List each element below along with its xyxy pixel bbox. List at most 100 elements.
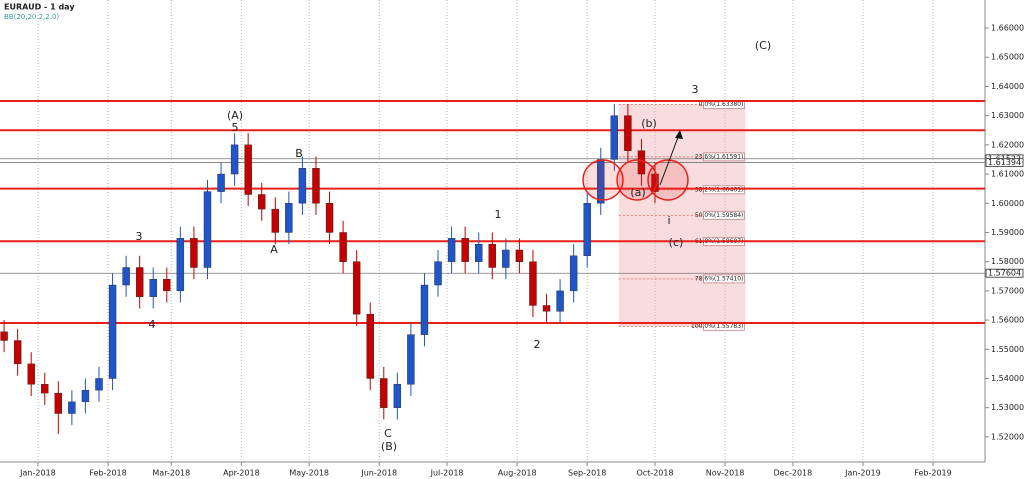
candle-body [434,261,442,286]
candle-body [624,115,632,151]
candle-body [285,203,293,233]
wave-label: 5 [232,121,239,134]
y-tick-label: 1.52000 [991,432,1024,441]
fib-label-box [702,274,745,284]
wave-label: i [667,214,670,227]
candle-body [488,243,496,268]
candle-body [54,392,63,414]
candle-body [203,191,212,268]
candle-body [352,261,361,315]
wave-label: 3 [136,230,143,243]
arrow-head [675,130,683,139]
candle-body [271,208,279,233]
price-tag: 1.57604 [988,269,1021,278]
x-tick-label: Feb-2018 [89,469,126,478]
y-tick-label: 1.62000 [991,140,1024,149]
fib-label: 78.6%(1.57410) [695,275,744,282]
x-tick-label: Jan-2019 [844,469,881,478]
candle-body [610,115,619,160]
x-tick-label: Jan-2018 [19,469,56,478]
candle-body [41,384,49,394]
wave-label: (B) [381,440,397,453]
candle-body [325,203,334,233]
y-tick-label: 1.58000 [991,257,1024,266]
y-tick-label: 1.63000 [991,111,1024,120]
candle-body [569,255,578,292]
wave-label: B [295,147,303,160]
fib-label: 0.0%(1.63380) [699,101,744,108]
candle-body [95,378,103,391]
candle-body [556,290,564,312]
candle-body [312,168,320,204]
candle-body [149,278,157,297]
fib-label-box [702,152,745,162]
arrow [659,131,681,186]
fib-label-box [702,210,745,220]
y-tick-label: 1.59000 [991,228,1024,237]
wave-label: (b) [641,117,657,130]
x-tick-label: Feb-2019 [914,469,951,478]
wave-label: (c) [669,236,684,249]
candle-body [475,243,483,262]
wave-label: 4 [149,318,156,331]
wave-label: 2 [534,338,541,351]
wave-label: 1 [495,208,502,221]
candle-body [27,363,35,385]
candle-body [13,340,22,365]
x-tick-label: Nov-2018 [706,469,745,478]
price-tag: 1.61394 [988,158,1021,167]
highlight-circle [616,159,658,201]
wave-label: A [270,243,278,256]
x-tick-label: Dec-2018 [774,469,813,478]
y-tick-label: 1.56000 [991,316,1024,325]
candle-body [176,238,185,292]
candle-body [542,305,551,312]
candle-body [502,249,510,268]
y-tick-label: 1.66000 [991,24,1024,33]
y-tick-label: 1.60000 [991,199,1024,208]
y-tick-label: 1.65000 [991,53,1024,62]
y-tick-label: 1.57000 [991,286,1024,295]
candle-body [135,267,144,297]
candle-body [651,173,659,192]
x-tick-label: Apr-2018 [223,469,260,478]
x-tick-label: Jul-2018 [430,469,464,478]
fib-label-box [702,185,745,195]
candle-body [529,261,537,306]
chart-title: EURAUD - 1 day [4,3,75,12]
price-tag-box [985,268,1024,278]
y-tick-label: 1.55000 [991,345,1024,354]
candle-body [190,238,198,268]
candle-body [0,331,8,341]
candle-body [461,238,469,262]
y-tick-label: 1.54000 [991,374,1024,383]
x-tick-label: Jun-2018 [360,469,397,478]
y-tick-label: 1.53000 [991,403,1024,412]
wave-label: (a) [630,186,645,199]
indicator-label: BB(20,20.2,2.0) [4,13,59,21]
candle-body [81,389,90,403]
candle-body [583,203,591,257]
x-tick-label: Mar-2018 [152,469,190,478]
candle-body [122,267,130,286]
wave-label: 3 [692,83,699,96]
candle-body [447,238,456,262]
candle-body [380,378,388,408]
fib-label: 23.6%(1.61591) [695,153,744,160]
candle-body [407,334,415,385]
candle-body [68,401,76,414]
candle-body [339,232,347,262]
candle-body [258,194,266,210]
wave-label: C [384,427,392,440]
candle-body [108,284,117,379]
highlight-circle [647,159,689,201]
fib-label: 100.0%(1.55783) [691,323,743,330]
highlight-circle [582,159,624,201]
fib-label: 38.2%(1.60461) [695,186,744,193]
candle-body [515,249,524,262]
x-tick-label: Sep-2018 [568,469,606,478]
x-tick-label: Oct-2018 [636,469,673,478]
y-tick-label: 1.64000 [991,82,1024,91]
